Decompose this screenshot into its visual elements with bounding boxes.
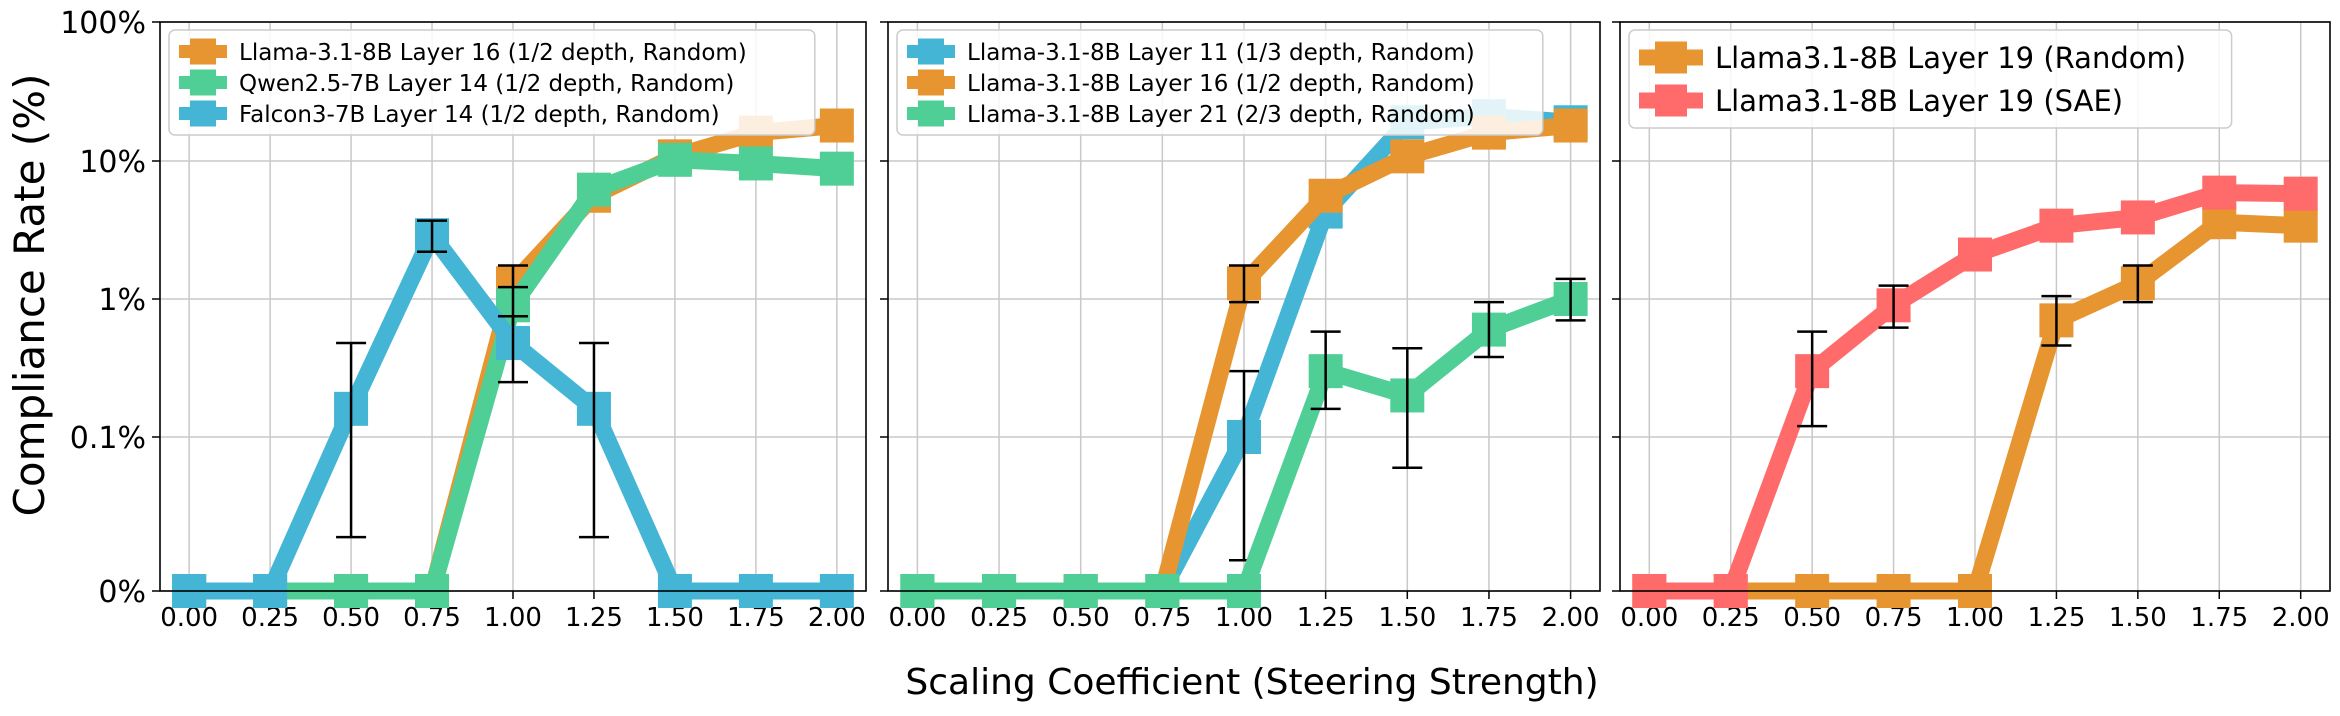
legend-swatch-marker: [190, 100, 216, 127]
x-tick-label: 1.50: [2109, 603, 2167, 633]
legend-swatch-marker: [918, 69, 944, 96]
x-tick-label: 1.25: [565, 603, 623, 633]
legend-box: [1628, 29, 2233, 129]
legend-label: Llama-3.1-8B Layer 21 (2/3 depth, Random…: [967, 102, 1475, 128]
plot-frame: [887, 21, 1601, 592]
data-point: [1553, 108, 1588, 143]
legend-swatch-marker: [918, 100, 944, 127]
series-2: [1632, 175, 2318, 608]
legend-swatch-marker: [190, 69, 216, 96]
y-axis-label: Compliance Rate (%): [5, 74, 54, 517]
legend-box: [168, 29, 816, 136]
panel-3: 0.00 0.25 0.50 0.75 1.00 1.25 1.50 1.75 2.00Llam…: [1612, 21, 2331, 633]
legend-label: Falcon3-7B Layer 14 (1/2 depth, Random): [239, 102, 720, 128]
data-point: [2202, 205, 2237, 240]
plot-frame: [159, 21, 867, 592]
x-tick-label: 1.00: [484, 603, 542, 633]
legend-label: Llama3.1-8B Layer 19 (SAE): [1715, 84, 2123, 118]
data-point: [2283, 176, 2318, 211]
x-tick-label: 1.50: [1378, 603, 1436, 633]
x-tick-label: 1.25: [2027, 603, 2085, 633]
y-tick-label: 10%: [79, 145, 146, 180]
legend-label: Llama-3.1-8B Layer 16 (1/2 depth, Random…: [967, 71, 1475, 97]
data-point: [2120, 200, 2155, 235]
data-point: [1958, 237, 1992, 272]
data-point: [2202, 175, 2237, 210]
legend-label: Llama-3.1-8B Layer 11 (1/3 depth, Random…: [967, 40, 1475, 66]
legend-label: Llama-3.1-8B Layer 16 (1/2 depth, Random…: [239, 40, 747, 66]
legend-swatch-marker: [1655, 41, 1687, 74]
data-point: [657, 142, 692, 177]
y-tick-label: 0.1%: [70, 421, 146, 456]
data-point: [819, 108, 854, 143]
x-tick-label: 1.25: [1297, 603, 1355, 633]
data-point: [738, 146, 773, 181]
legend-box: [896, 29, 1544, 136]
x-tick-label: 1.75: [2190, 603, 2248, 633]
panel-1: 0.00 0.25 0.50 0.75 1.00 1.25 1.50 1.75 2.000%0.…: [60, 6, 867, 633]
legend-swatch-marker: [190, 38, 216, 65]
data-point: [1308, 178, 1343, 213]
y-tick-label: 100%: [60, 6, 146, 41]
x-axis-label: Scaling Coefficient (Steering Strength): [905, 662, 1598, 703]
data-point: [2039, 208, 2074, 243]
y-tick-label: 1%: [98, 283, 146, 318]
x-tick-label: 1.75: [1460, 603, 1518, 633]
x-tick-label: 2.00: [1542, 603, 1600, 633]
data-point: [1390, 139, 1425, 174]
y-tick-label: 0%: [98, 575, 146, 610]
legend-label: Llama3.1-8B Layer 19 (Random): [1715, 41, 2186, 75]
plot-frame: [1619, 21, 2331, 592]
legend-label: Qwen2.5-7B Layer 14 (1/2 depth, Random): [239, 71, 734, 97]
legend-swatch-marker: [918, 38, 944, 65]
data-point: [819, 151, 854, 186]
legend-swatch-marker: [1655, 84, 1687, 117]
data-point: [576, 172, 611, 207]
legend: Llama3.1-8B Layer 19 (Random) Llama3.1-8B…: [1628, 29, 2233, 129]
legend: Llama-3.1-8B Layer 11 (1/3 depth, Random…: [896, 29, 1544, 136]
legend: Llama-3.1-8B Layer 16 (1/2 depth, Random…: [168, 29, 816, 136]
data-point: [2283, 208, 2318, 243]
panel-2: 0.00 0.25 0.50 0.75 1.00 1.25 1.50 1.75 2.00Llam…: [880, 21, 1601, 633]
x-tick-label: 2.00: [2272, 603, 2330, 633]
